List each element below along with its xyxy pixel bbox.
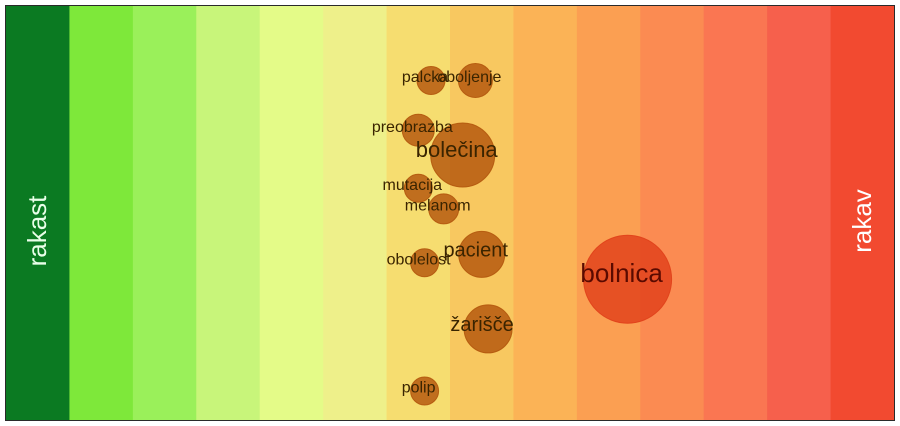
data-point: [410, 248, 440, 278]
data-point: [401, 113, 435, 147]
chart-svg: rakast rakav palckaoboljenjepreobrazbabo…: [6, 6, 894, 420]
background-band: [6, 6, 71, 420]
background-band: [576, 6, 642, 420]
data-point-label: bolnica: [580, 258, 663, 288]
data-point-label: melanom: [405, 198, 471, 215]
background-band: [830, 6, 894, 420]
data-point-label: palcka: [402, 69, 448, 86]
background-band: [767, 6, 832, 420]
axis-label-left: rakast: [22, 195, 52, 267]
background-band: [259, 6, 325, 420]
axis-label-right: rakav: [847, 189, 877, 253]
background-band: [640, 6, 705, 420]
data-point-label: preobrazba: [372, 119, 453, 136]
background-band: [132, 6, 198, 420]
background-band: [323, 6, 388, 420]
data-point: [416, 66, 446, 95]
data-point: [457, 63, 493, 98]
background-band: [196, 6, 261, 420]
data-point-label: obolelost: [387, 251, 452, 268]
background-band: [703, 6, 769, 420]
background-band: [513, 6, 578, 420]
data-point: [410, 376, 440, 406]
data-point-label: bolečina: [416, 137, 499, 162]
data-point-label: pacient: [443, 239, 508, 261]
data-point: [458, 230, 506, 278]
data-point-label: oboljenje: [437, 69, 501, 86]
data-point: [403, 173, 433, 203]
data-point: [428, 193, 460, 225]
chart-frame: rakast rakav palcka oboljenje preobrazba bo…: [5, 5, 895, 421]
data-point: [583, 234, 673, 324]
data-point-label: žarišče: [450, 314, 513, 336]
data-point-label: mutacija: [383, 177, 443, 194]
data-point: [463, 304, 513, 354]
data-point: [430, 122, 496, 188]
data-point-label: polip: [402, 380, 436, 397]
background-band: [69, 6, 134, 420]
